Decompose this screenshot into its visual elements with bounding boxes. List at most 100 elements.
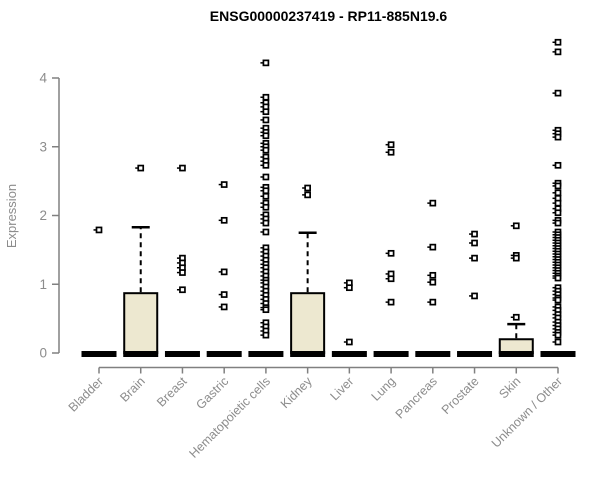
- box-group: [290, 184, 326, 357]
- outlier-point: [220, 216, 228, 224]
- outlier-point: [220, 268, 228, 276]
- x-category-label: Liver: [327, 374, 356, 403]
- median-bar: [164, 351, 200, 357]
- outlier-point: [554, 338, 562, 346]
- outlier-point: [387, 148, 395, 156]
- outlier-point: [387, 249, 395, 257]
- outlier-point: [304, 184, 311, 192]
- y-tick-label: 3: [39, 139, 47, 154]
- outlier-point: [262, 93, 270, 101]
- outlier-point: [554, 189, 562, 197]
- outlier-point: [554, 48, 562, 56]
- outlier-point: [554, 182, 562, 190]
- outlier-point: [262, 132, 270, 140]
- outlier-point: [554, 331, 562, 339]
- box-group: [540, 38, 576, 357]
- x-category-label: Gastric: [193, 374, 231, 412]
- outlier-point: [262, 192, 270, 200]
- outlier-point: [429, 199, 437, 207]
- outlier-point: [554, 296, 562, 304]
- outlier-point: [554, 274, 562, 282]
- outlier-point: [220, 291, 228, 298]
- outlier-point: [262, 203, 270, 211]
- y-tick-label: 2: [39, 208, 47, 223]
- box-group: [373, 141, 409, 357]
- outlier-point: [429, 243, 437, 251]
- outlier-point: [554, 209, 562, 217]
- outlier-point: [220, 181, 228, 188]
- outlier-point: [387, 298, 395, 306]
- box-group: [457, 230, 493, 357]
- box-rect: [123, 292, 159, 354]
- median-bar: [81, 351, 117, 357]
- box-group: [81, 226, 117, 357]
- outlier-point: [554, 89, 562, 97]
- outlier-point: [262, 306, 270, 314]
- x-category-label: Pancreas: [393, 374, 440, 421]
- box-group: [164, 164, 200, 357]
- outlier-point: [179, 164, 186, 172]
- outlier-point: [262, 108, 270, 116]
- outlier-point: [387, 275, 395, 283]
- box-group: [123, 164, 159, 357]
- outlier-point: [554, 161, 562, 169]
- outlier-point: [554, 38, 562, 46]
- outlier-point: [262, 219, 270, 227]
- outlier-point: [554, 219, 562, 227]
- outlier-point: [512, 313, 520, 321]
- outlier-point: [429, 298, 437, 306]
- outlier-point: [554, 199, 562, 207]
- outlier-point: [262, 331, 270, 339]
- x-category-label: Prostate: [439, 374, 482, 417]
- outlier-point: [262, 116, 270, 124]
- outlier-point: [95, 226, 103, 234]
- median-bar: [248, 351, 284, 357]
- x-category-label: Brain: [117, 374, 148, 405]
- outlier-point: [471, 254, 478, 262]
- median-bar: [206, 351, 242, 357]
- median-bar: [123, 351, 159, 357]
- outlier-point: [304, 191, 311, 199]
- x-category-label: Bladder: [66, 374, 106, 414]
- outlier-point: [512, 222, 520, 230]
- y-tick-label: 0: [39, 346, 47, 361]
- x-category-label: Hematopoietic cells: [186, 374, 273, 461]
- median-bar: [457, 351, 493, 357]
- outlier-point: [346, 284, 353, 292]
- median-bar: [331, 351, 367, 357]
- median-bar: [290, 351, 326, 357]
- outlier-point: [429, 278, 437, 286]
- outlier-point: [262, 228, 270, 236]
- y-tick-label: 1: [39, 277, 47, 292]
- outlier-point: [554, 133, 562, 141]
- median-bar: [498, 351, 534, 357]
- outlier-point: [262, 187, 270, 195]
- x-category-label: Unknown / Other: [489, 374, 565, 450]
- box-group: [415, 199, 451, 357]
- x-category-label: Skin: [496, 374, 523, 401]
- x-category-label: Lung: [369, 374, 399, 404]
- median-bar: [415, 351, 451, 357]
- box-group: [248, 59, 284, 357]
- median-bar: [373, 351, 409, 357]
- outlier-point: [346, 338, 353, 346]
- outlier-point: [137, 164, 145, 172]
- outlier-point: [429, 271, 437, 279]
- box-rect: [498, 338, 534, 354]
- y-axis-title: Expression: [4, 184, 19, 248]
- median-bar: [540, 351, 576, 357]
- outlier-point: [471, 292, 478, 300]
- box-group: [498, 222, 534, 357]
- outlier-point: [387, 141, 395, 149]
- x-category-label: Kidney: [278, 374, 315, 411]
- outlier-point: [471, 230, 478, 238]
- y-tick-label: 4: [39, 71, 47, 86]
- chart-title: ENSG00000237419 - RP11-885N19.6: [210, 8, 448, 24]
- outlier-point: [512, 254, 520, 262]
- box-group: [331, 279, 367, 357]
- outlier-point: [262, 161, 270, 169]
- outlier-point: [262, 173, 270, 181]
- outlier-point: [220, 303, 228, 311]
